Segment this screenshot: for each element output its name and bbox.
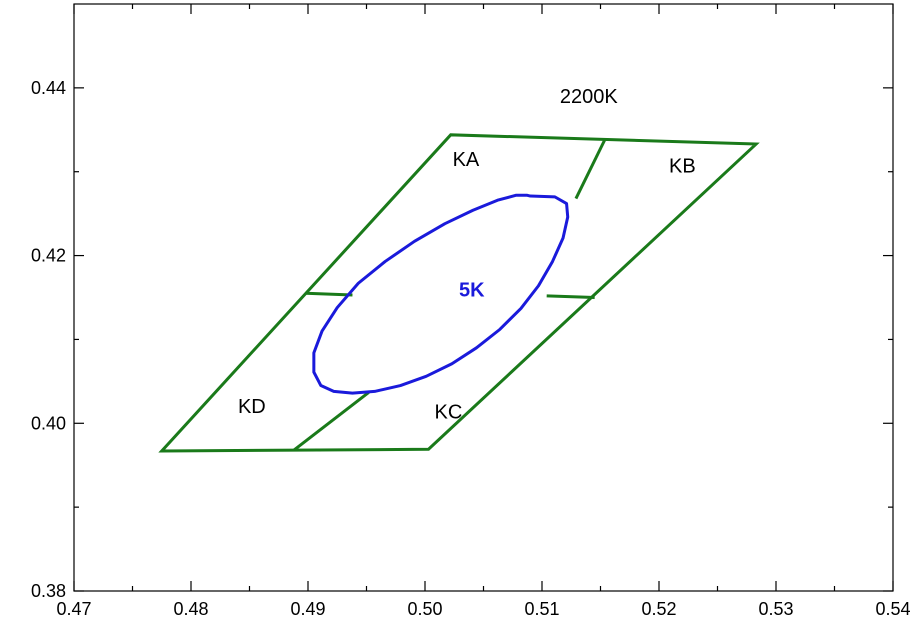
annotation-2200k: 2200K <box>560 86 618 108</box>
y-tick-label: 0.40 <box>31 413 66 433</box>
x-tick-label: 0.49 <box>290 599 325 619</box>
x-tick-label: 0.54 <box>875 599 910 619</box>
region-divider <box>305 291 353 297</box>
x-tick-label: 0.51 <box>524 599 559 619</box>
ellipse-5k <box>312 193 570 395</box>
x-tick-label: 0.52 <box>641 599 676 619</box>
y-tick-label: 0.44 <box>31 78 66 98</box>
region-divider <box>293 391 370 452</box>
annotation-kd: KD <box>238 396 266 418</box>
annotation-kc: KC <box>435 401 463 423</box>
region-divider <box>546 294 595 299</box>
annotations: 2200K KA KB KC KD 5K <box>238 86 696 423</box>
y-tick-label: 0.42 <box>31 246 66 266</box>
region-outline <box>158 133 760 453</box>
tick-labels: 0.47 0.48 0.49 0.50 0.51 0.52 0.53 0.54 0.38 0.40… <box>31 78 911 619</box>
region-divider <box>574 138 607 200</box>
y-tick-label: 0.38 <box>31 581 66 601</box>
ticks <box>73 4 894 592</box>
x-tick-label: 0.47 <box>56 599 91 619</box>
annotation-ka: KA <box>453 149 480 171</box>
annotation-kb: KB <box>669 156 696 178</box>
x-tick-label: 0.50 <box>407 599 442 619</box>
series <box>158 133 760 453</box>
annotation-5k: 5K <box>459 280 485 302</box>
x-tick-label: 0.48 <box>173 599 208 619</box>
x-tick-label: 0.53 <box>758 599 793 619</box>
